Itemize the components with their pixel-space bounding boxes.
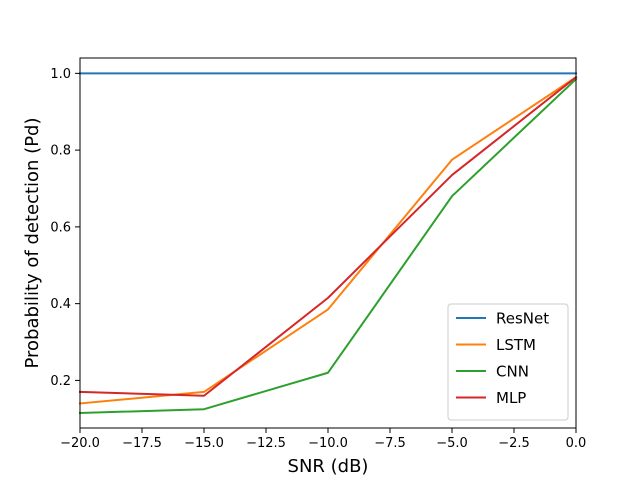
y-tick-label: 0.2 (50, 374, 71, 389)
x-tick-label: −5.0 (436, 436, 468, 451)
y-tick-label: 0.4 (50, 297, 71, 312)
legend: ResNet LSTM CNN MLP (447, 303, 569, 421)
x-tick-label: −15.0 (184, 436, 224, 451)
x-tick-label: −2.5 (498, 436, 530, 451)
y-tick-label: 0.6 (50, 220, 71, 235)
legend-label-cnn: CNN (496, 363, 529, 381)
x-axis: −20.0 −17.5 −15.0 −12.5 −10.0 −7.5 −5.0 −2.5 0.0 (60, 428, 586, 451)
x-tick-label: −10.0 (308, 436, 348, 451)
legend-label-lstm: LSTM (496, 336, 536, 354)
x-tick-label: −20.0 (60, 436, 100, 451)
y-tick-label: 1.0 (50, 67, 71, 82)
y-axis: 0.2 0.4 0.6 0.8 1.0 (50, 67, 80, 389)
legend-label-mlp: MLP (496, 389, 526, 407)
legend-box (447, 303, 569, 421)
x-tick-label: 0.0 (566, 436, 587, 451)
legend-label-resnet: ResNet (496, 310, 549, 328)
series-line-cnn (78, 77, 578, 415)
y-tick-label: 0.8 (50, 144, 71, 159)
y-axis-title: Probability of detection (Pd) (22, 118, 43, 369)
x-tick-label: −12.5 (246, 436, 286, 451)
series-line-lstm (78, 75, 578, 405)
x-tick-label: −7.5 (374, 436, 406, 451)
plot-lines (78, 72, 578, 415)
x-tick-label: −17.5 (122, 436, 162, 451)
x-axis-title: SNR (dB) (288, 456, 369, 477)
series-line-mlp (78, 75, 578, 397)
